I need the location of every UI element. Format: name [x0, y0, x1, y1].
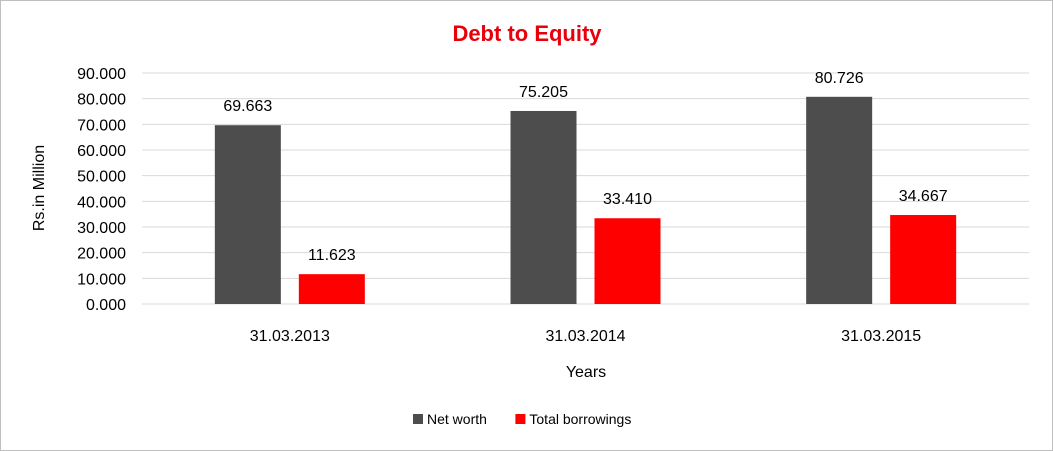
data-label: 11.623: [308, 247, 356, 264]
data-labels: 69.663 11.623 75.205 33.410 80.726 34.667: [223, 70, 947, 264]
bar-net-worth: [510, 110, 577, 304]
legend-swatch: [413, 414, 423, 424]
bar-total-borrowings: [890, 215, 957, 304]
bar-total-borrowings: [298, 274, 365, 304]
y-tick-label: 50.000: [77, 169, 126, 186]
data-label: 80.726: [815, 70, 864, 87]
bar-total-borrowings: [594, 218, 661, 304]
legend-label: Net worth: [427, 411, 487, 427]
x-category-label: 31.03.2014: [545, 328, 625, 345]
x-category-label: 31.03.2015: [841, 328, 921, 345]
y-axis-title: Rs.in Million: [31, 145, 48, 231]
data-label: 75.205: [519, 84, 568, 101]
chart-title: Debt to Equity: [452, 21, 602, 46]
y-tick-label: 10.000: [77, 271, 126, 288]
legend: Net worth Total borrowings: [413, 411, 631, 427]
y-tick-label: 70.000: [77, 117, 126, 134]
bar-net-worth: [806, 96, 873, 304]
y-tick-label: 20.000: [77, 246, 126, 263]
legend-swatch: [515, 414, 526, 424]
data-label: 69.663: [223, 98, 272, 115]
bars: [214, 96, 957, 304]
y-tick-label: 90.000: [77, 66, 126, 83]
bar-net-worth: [214, 125, 281, 304]
x-axis-categories: 31.03.2013 31.03.2014 31.03.2015: [250, 328, 922, 345]
data-label: 34.667: [899, 188, 948, 205]
y-tick-label: 60.000: [77, 143, 126, 160]
x-axis-title: Years: [566, 364, 606, 381]
y-tick-label: 40.000: [77, 194, 126, 211]
legend-label: Total borrowings: [529, 411, 631, 427]
data-label: 33.410: [603, 191, 652, 208]
y-tick-label: 0.000: [86, 297, 126, 314]
gridlines: [142, 72, 1029, 305]
y-tick-label: 80.000: [77, 92, 126, 109]
y-tick-label: 30.000: [77, 220, 126, 237]
y-axis-ticks: 0.000 10.000 20.000 30.000 40.000 50.000 60.00…: [77, 66, 126, 314]
x-category-label: 31.03.2013: [250, 328, 330, 345]
